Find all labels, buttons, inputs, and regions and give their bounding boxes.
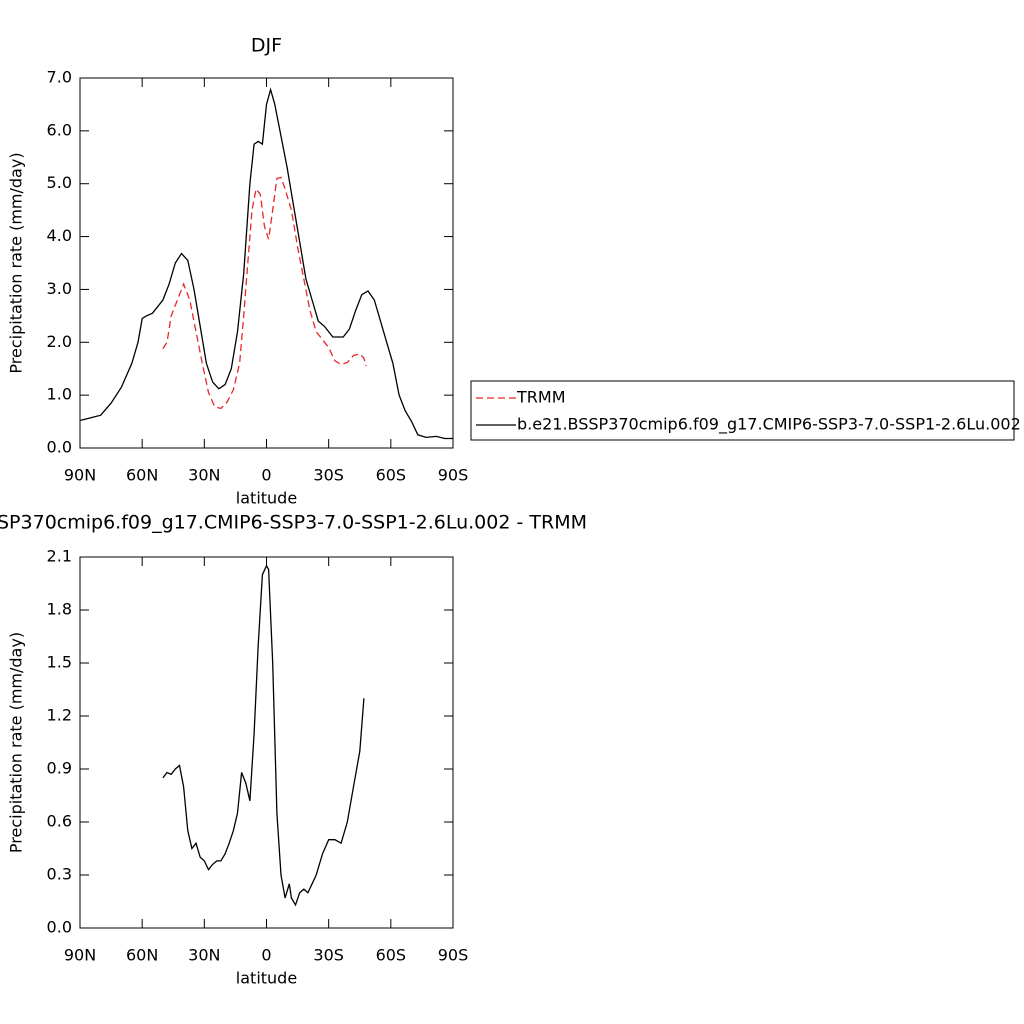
y-axis-label: Precipitation rate (mm/day) <box>7 152 26 373</box>
x-tick-label: 90S <box>438 946 469 965</box>
y-tick-label: 5.0 <box>47 173 72 192</box>
x-tick-label: 90N <box>64 466 96 485</box>
y-tick-label: 0.6 <box>47 812 72 831</box>
y-tick-label: 0.0 <box>47 438 72 457</box>
y-tick-label: 1.0 <box>47 385 72 404</box>
data-line <box>162 176 367 410</box>
y-tick-label: 0.3 <box>47 865 72 884</box>
y-tick-label: 2.0 <box>47 332 72 351</box>
y-tick-label: 6.0 <box>47 120 72 139</box>
legend-label: TRMM <box>516 388 566 407</box>
x-tick-label: 60N <box>126 466 158 485</box>
data-line <box>162 564 365 907</box>
y-tick-label: 2.1 <box>47 547 72 566</box>
plot-frame <box>79 77 454 449</box>
x-tick-label: 0 <box>261 946 271 965</box>
x-tick-label: 60S <box>376 946 407 965</box>
x-tick-label: 30S <box>313 466 344 485</box>
y-tick-label: 7.0 <box>47 68 72 87</box>
y-axis-label: Precipitation rate (mm/day) <box>7 632 26 853</box>
x-axis-label: latitude <box>236 489 297 508</box>
x-tick-label: 0 <box>261 466 271 485</box>
x-tick-label: 90S <box>438 466 469 485</box>
y-tick-label: 0.9 <box>47 759 72 778</box>
y-tick-label: 1.5 <box>47 653 72 672</box>
y-tick-label: 1.2 <box>47 706 72 725</box>
data-line <box>79 87 453 440</box>
legend-label: b.e21.BSSP370cmip6.f09_g17.CMIP6-SSP3-7.… <box>517 415 1021 435</box>
y-tick-label: 1.8 <box>47 600 72 619</box>
chart-title: SP370cmip6.f09_g17.CMIP6-SSP3-7.0-SSP1-2… <box>0 512 587 534</box>
x-tick-label: 30N <box>188 946 220 965</box>
chart-title: DJF <box>251 35 282 57</box>
x-tick-label: 60N <box>126 946 158 965</box>
y-tick-label: 4.0 <box>47 226 72 245</box>
y-tick-label: 0.0 <box>47 918 72 937</box>
x-tick-label: 90N <box>64 946 96 965</box>
x-axis-label: latitude <box>236 969 297 988</box>
x-tick-label: 60S <box>376 466 407 485</box>
plot-frame <box>79 556 454 929</box>
legend-box <box>470 380 1015 441</box>
y-tick-label: 3.0 <box>47 279 72 298</box>
x-tick-label: 30S <box>313 946 344 965</box>
x-tick-label: 30N <box>188 466 220 485</box>
